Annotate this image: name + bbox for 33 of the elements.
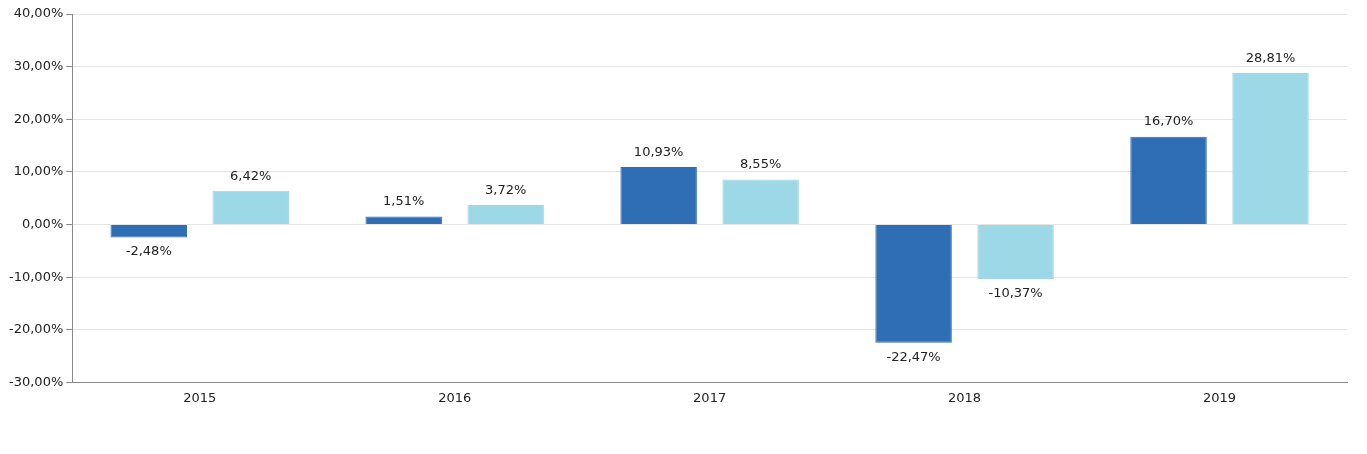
data-label: 28,81% bbox=[1245, 49, 1296, 65]
x-tick-label: 2018 bbox=[948, 389, 982, 405]
bar bbox=[977, 225, 1054, 280]
data-label: -10,37% bbox=[988, 284, 1043, 300]
y-tick-label: -20,00% bbox=[8, 321, 64, 337]
data-label: 10,93% bbox=[633, 143, 684, 159]
bar bbox=[1232, 72, 1309, 225]
bar bbox=[467, 204, 544, 225]
x-tick-label: 2015 bbox=[183, 389, 217, 405]
data-label: 16,70% bbox=[1143, 113, 1194, 129]
y-tick-label: 0,00% bbox=[21, 215, 64, 231]
data-label: -2,48% bbox=[125, 243, 172, 259]
y-tick-label: 40,00% bbox=[13, 5, 64, 21]
bar bbox=[365, 216, 442, 225]
y-tick-label: 20,00% bbox=[13, 110, 64, 126]
y-tick-label: 30,00% bbox=[13, 58, 64, 73]
x-tick-label: 2019 bbox=[1202, 389, 1237, 405]
data-label: 3,72% bbox=[485, 181, 527, 197]
x-tick-label: 2017 bbox=[693, 389, 727, 405]
bar bbox=[875, 225, 952, 343]
data-label: -22,47% bbox=[886, 348, 941, 364]
bar bbox=[1130, 136, 1207, 225]
x-tick-label: 2016 bbox=[438, 389, 472, 405]
bar bbox=[110, 225, 187, 238]
bar bbox=[212, 190, 289, 225]
y-tick-label: -30,00% bbox=[8, 373, 64, 389]
y-tick-label: -10,00% bbox=[8, 268, 64, 284]
data-label: 1,51% bbox=[383, 193, 425, 209]
bar bbox=[620, 166, 697, 225]
data-label: 6,42% bbox=[230, 167, 272, 183]
y-tick-label: 10,00% bbox=[13, 163, 64, 179]
bar bbox=[722, 179, 799, 225]
data-label: 8,55% bbox=[739, 156, 782, 172]
